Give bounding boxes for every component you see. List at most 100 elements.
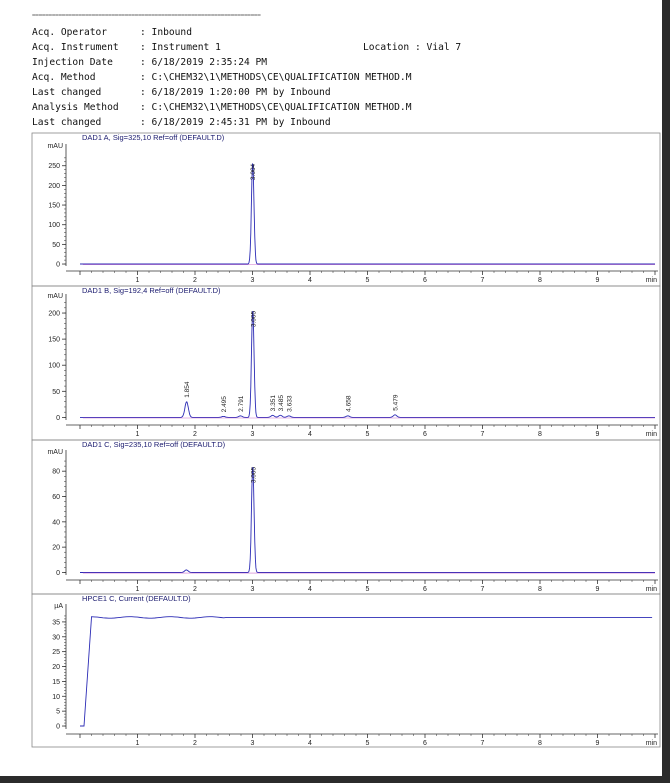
- y-tick-label: 200: [48, 311, 60, 318]
- x-tick-label: 2: [193, 586, 197, 593]
- y-tick-label: 35: [52, 619, 60, 626]
- x-tick-label: 1: [136, 586, 140, 593]
- peak-label: 4.658: [345, 395, 352, 412]
- x-tick-label: 7: [481, 431, 485, 438]
- y-tick-label: 150: [48, 203, 60, 210]
- x-axis-label: min: [646, 586, 657, 593]
- header-row-injection-date: Injection Date: 6/18/2019 2:35:24 PM: [32, 57, 268, 68]
- x-tick-label: 5: [366, 586, 370, 593]
- peak-label: 3.005: [250, 466, 257, 483]
- x-tick-label: 9: [596, 586, 600, 593]
- y-tick-label: 0: [56, 262, 60, 269]
- x-tick-label: 5: [366, 431, 370, 438]
- panel-frame: [31, 132, 661, 287]
- header-row-operator: Acq. Operator: Inbound: [32, 27, 192, 38]
- peak-label: 2.791: [238, 395, 245, 412]
- x-tick-label: 9: [596, 277, 600, 284]
- y-tick-label: 20: [52, 545, 60, 552]
- x-tick-label: 1: [136, 740, 140, 747]
- y-tick-label: 100: [48, 222, 60, 229]
- y-tick-label: 60: [52, 494, 60, 501]
- y-tick-label: 200: [48, 183, 60, 190]
- panel-title: DAD1 A, Sig=325,10 Ref=off (DEFAULT.D): [82, 133, 225, 142]
- chart-panel-4: HPCE1 C, Current (DEFAULT.D)µA0510152025…: [31, 593, 661, 748]
- y-tick-label: 20: [52, 664, 60, 671]
- x-tick-label: 2: [193, 431, 197, 438]
- peak-label: 3.005: [250, 310, 257, 327]
- x-tick-label: 6: [423, 277, 427, 284]
- x-tick-label: 9: [596, 431, 600, 438]
- panel-title: DAD1 C, Sig=235,10 Ref=off (DEFAULT.D): [82, 440, 226, 449]
- x-tick-label: 8: [538, 431, 542, 438]
- x-tick-label: 7: [481, 277, 485, 284]
- panel-frame: [31, 593, 661, 748]
- y-tick-label: 50: [52, 242, 60, 249]
- y-tick-label: 0: [56, 415, 60, 422]
- header-row-last-changed-2: Last changed: 6/18/2019 2:45:31 PM by In…: [32, 117, 331, 128]
- x-axis-label: min: [646, 277, 657, 284]
- location-field: Location : Vial 7: [363, 42, 462, 53]
- x-tick-label: 8: [538, 740, 542, 747]
- y-tick-label: 50: [52, 389, 60, 396]
- x-tick-label: 1: [136, 431, 140, 438]
- y-tick-label: 80: [52, 469, 60, 476]
- y-tick-label: 250: [48, 163, 60, 170]
- panel-title: DAD1 B, Sig=192,4 Ref=off (DEFAULT.D): [82, 286, 221, 295]
- peak-label: 5.479: [393, 394, 400, 411]
- x-axis-label: min: [646, 740, 657, 747]
- x-tick-label: 6: [423, 431, 427, 438]
- y-tick-label: 0: [56, 570, 60, 577]
- x-tick-label: 2: [193, 277, 197, 284]
- signal-trace: [80, 311, 655, 418]
- x-tick-label: 6: [423, 740, 427, 747]
- header-row-last-changed-1: Last changed: 6/18/2019 1:20:00 PM by In…: [32, 87, 331, 98]
- peak-label: 2.495: [221, 396, 228, 413]
- y-tick-label: 100: [48, 363, 60, 370]
- signal-trace: [80, 467, 655, 573]
- x-tick-label: 1: [136, 277, 140, 284]
- peak-label: 1.854: [184, 381, 191, 398]
- header-row-instrument: Acq. Instrument: Instrument 1: [32, 42, 221, 53]
- header-row-analysis-method: Analysis Method: C:\CHEM32\1\METHODS\CE\…: [32, 102, 412, 113]
- y-tick-label: 40: [52, 519, 60, 526]
- x-tick-label: 3: [251, 740, 255, 747]
- x-tick-label: 2: [193, 740, 197, 747]
- peak-label: 3.351: [270, 395, 277, 412]
- y-axis-label: mAU: [47, 449, 63, 456]
- x-tick-label: 5: [366, 740, 370, 747]
- x-tick-label: 4: [308, 277, 312, 284]
- x-tick-label: 3: [251, 586, 255, 593]
- chromatogram-panels: DAD1 A, Sig=325,10 Ref=off (DEFAULT.D) mA…: [31, 132, 661, 748]
- y-axis-label: mAU: [47, 143, 63, 150]
- x-tick-label: 3: [251, 277, 255, 284]
- x-tick-label: 7: [481, 740, 485, 747]
- x-tick-label: 6: [423, 586, 427, 593]
- x-tick-label: 4: [308, 431, 312, 438]
- peak-label: 3.004: [250, 163, 257, 180]
- peak-label: 3.485: [278, 395, 285, 412]
- signal-trace: [80, 163, 655, 265]
- header-row-acq-method: Acq. Method: C:\CHEM32\1\METHODS\CE\QUAL…: [32, 72, 412, 83]
- x-tick-label: 8: [538, 586, 542, 593]
- y-tick-label: 5: [56, 709, 60, 716]
- y-axis-label: µA: [54, 603, 63, 610]
- x-tick-label: 7: [481, 586, 485, 593]
- chart-panel-3: DAD1 C, Sig=235,10 Ref=off (DEFAULT.D) mA…: [31, 439, 661, 595]
- y-tick-label: 150: [48, 337, 60, 344]
- peak-label: 3.633: [286, 395, 293, 412]
- y-tick-label: 30: [52, 634, 60, 641]
- y-tick-label: 15: [52, 679, 60, 686]
- scan-edge-right: [662, 0, 670, 783]
- header-separator: ========================================…: [32, 12, 261, 19]
- chart-panel-1: DAD1 A, Sig=325,10 Ref=off (DEFAULT.D) mA…: [31, 132, 661, 287]
- y-tick-label: 0: [56, 724, 60, 731]
- x-axis-label: min: [646, 431, 657, 438]
- scan-edge-bottom: [0, 776, 670, 783]
- x-tick-label: 3: [251, 431, 255, 438]
- y-tick-label: 25: [52, 649, 60, 656]
- x-tick-label: 8: [538, 277, 542, 284]
- x-tick-label: 9: [596, 740, 600, 747]
- x-tick-label: 4: [308, 740, 312, 747]
- panel-title: HPCE1 C, Current (DEFAULT.D): [82, 594, 191, 603]
